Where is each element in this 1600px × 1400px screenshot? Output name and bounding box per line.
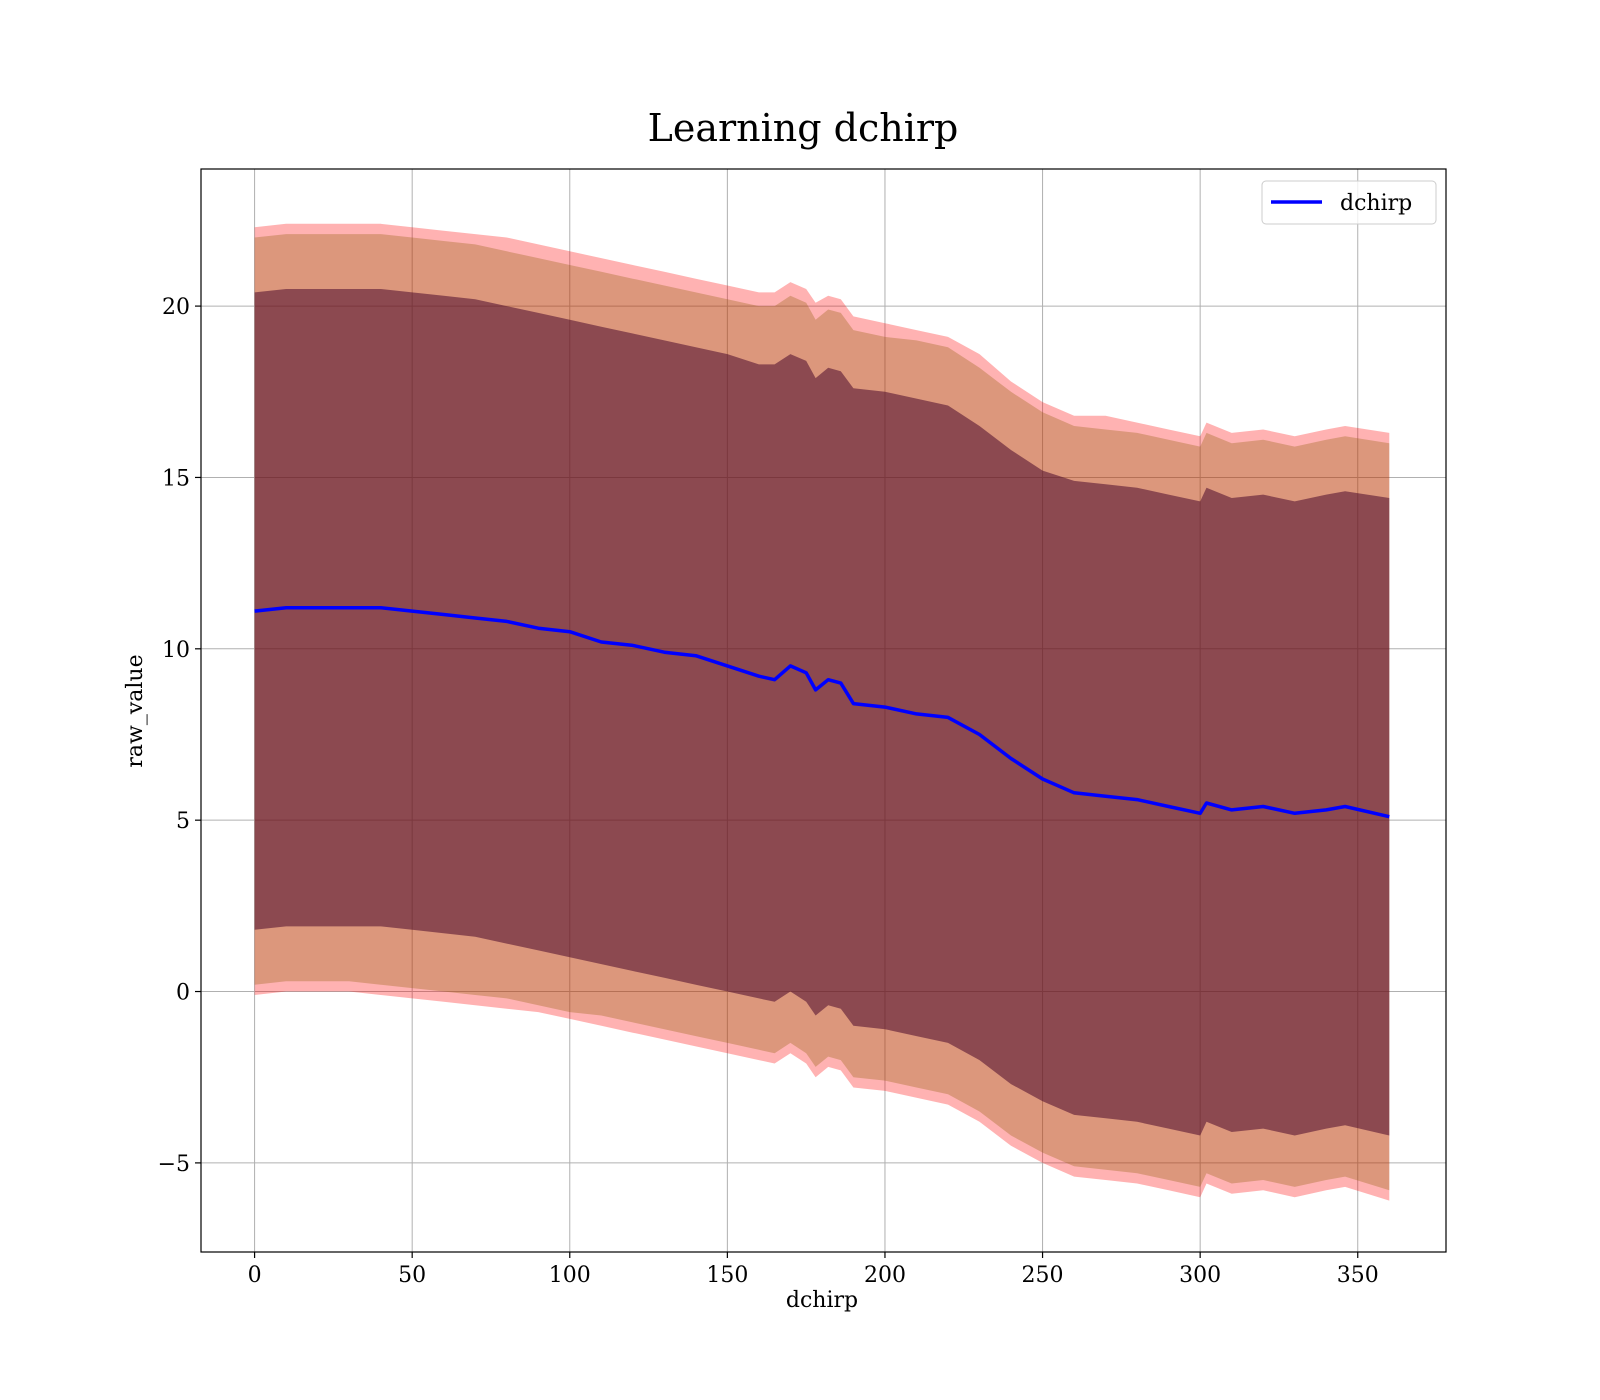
y-tick-label-2: 5 [176, 809, 190, 834]
y-tick-label-1: 0 [176, 981, 190, 1006]
legend: dchirp [1261, 180, 1437, 225]
y-tick-label-3: 10 [162, 638, 190, 663]
x-tick-label-2: 100 [549, 1263, 591, 1288]
x-tick-label-0: 0 [248, 1263, 262, 1288]
x-tick-label-1: 50 [398, 1263, 426, 1288]
y-tick-label-0: −5 [158, 1152, 190, 1177]
x-tick-label-6: 300 [1179, 1263, 1221, 1288]
chart-title: Learning dchirp [648, 106, 959, 150]
x-tick-label-4: 200 [864, 1263, 906, 1288]
axes-frame [200, 168, 1447, 1253]
x-tick-label-3: 150 [706, 1263, 748, 1288]
x-axis-label: dchirp [786, 1288, 858, 1313]
series-line-dchirp [254, 605, 1390, 819]
plot-area: 0 50 100 150 200 250 300 350 −5 0 5 10 15 20 dchirp [158, 168, 1447, 1288]
y-tick-label-4: 15 [162, 466, 190, 491]
y-axis-label: raw_value [123, 654, 148, 767]
y-tick-label-5: 20 [162, 295, 190, 320]
legend-label-dchirp: dchirp [1340, 191, 1412, 216]
x-tick-label-7: 350 [1337, 1263, 1379, 1288]
x-tick-label-5: 250 [1022, 1263, 1064, 1288]
band-inner [254, 289, 1390, 1136]
legend-box [1261, 180, 1437, 225]
